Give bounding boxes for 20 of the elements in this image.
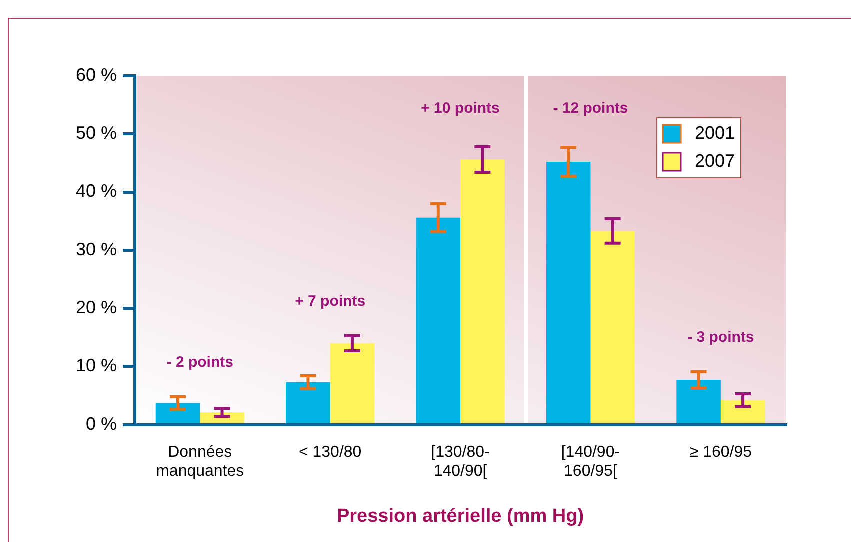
annotation: - 3 points xyxy=(688,329,754,346)
annotation: - 12 points xyxy=(553,100,628,118)
y-tick-label: 40 % xyxy=(76,181,118,202)
y-tick-label: 50 % xyxy=(76,123,118,144)
y-tick-label: 0 % xyxy=(86,414,118,434)
x-tick-label: < 130/80 xyxy=(298,444,362,461)
y-tick-label: 60 % xyxy=(76,64,118,85)
annotation: - 2 points xyxy=(166,354,234,372)
y-tick-label: 10 % xyxy=(76,356,118,376)
y-tick-label: 30 % xyxy=(76,239,118,260)
legend-label: 2001 xyxy=(694,122,735,143)
legend-label: 2007 xyxy=(694,150,735,171)
x-axis-title: Pression artérielle (mm Hg) xyxy=(336,506,584,527)
x-tick-label: Données manquantes xyxy=(156,444,244,480)
x-tick-label: [140/90- 160/95[ xyxy=(561,444,620,480)
x-tick-label: ≥ 160/95 xyxy=(690,444,752,461)
annotation: + 10 points xyxy=(421,100,500,118)
annotation: + 7 points xyxy=(295,292,366,310)
y-tick-label: 20 % xyxy=(76,298,118,318)
x-tick-label: [130/80- 140/90[ xyxy=(431,444,490,480)
